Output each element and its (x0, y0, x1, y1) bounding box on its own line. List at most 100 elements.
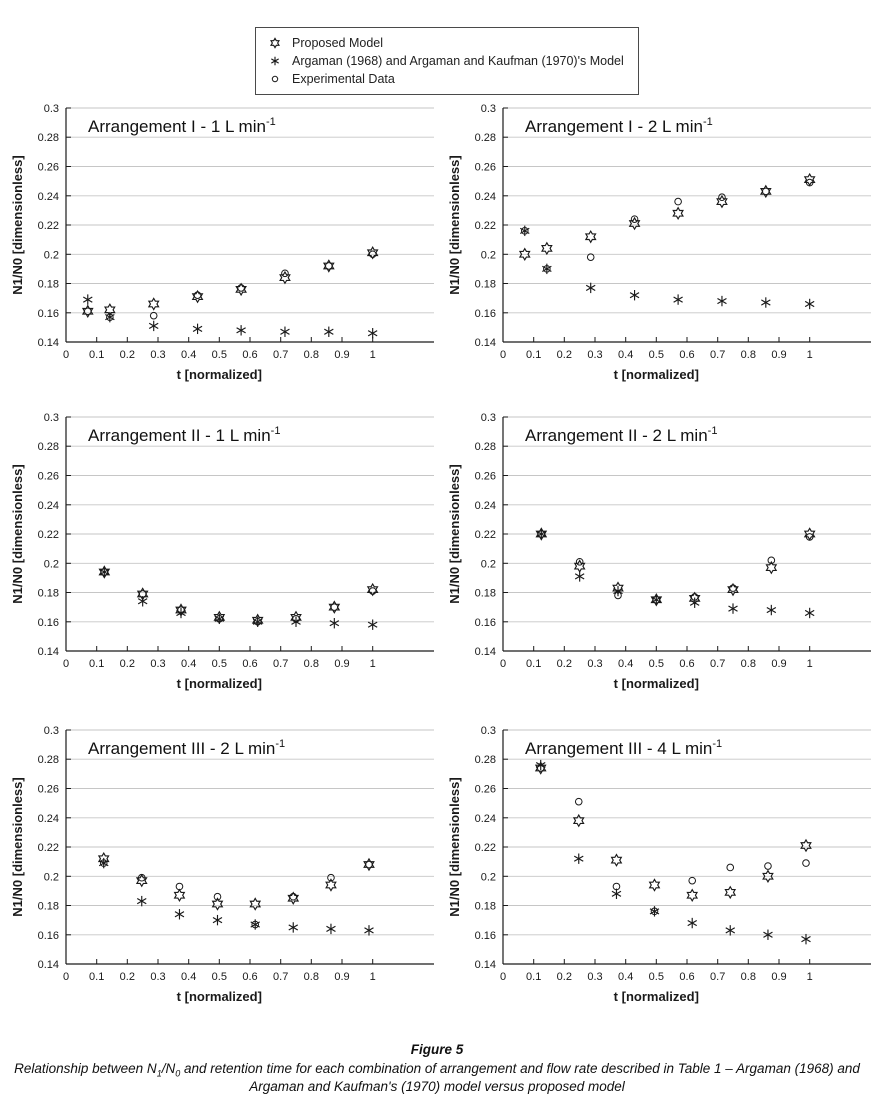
hexagram-marker (765, 560, 778, 575)
hexagram-marker (727, 582, 739, 597)
x-tick-label: 0.2 (120, 349, 135, 361)
asterisk-marker (573, 853, 584, 864)
axes (502, 107, 871, 343)
circle-icon (271, 75, 279, 83)
asterisk-marker (367, 328, 378, 339)
y-tick-label: 0.26 (38, 471, 59, 483)
asterisk-marker (801, 933, 811, 945)
x-tick-label: 0.7 (273, 349, 288, 361)
y-tick-label: 0.14 (38, 646, 59, 658)
legend-item-experimental-data: Experimental Data (266, 71, 624, 87)
x-tick-label: 0.8 (741, 349, 756, 361)
circle-marker (537, 530, 546, 538)
y-tick-label: 0.16 (38, 617, 59, 629)
tick-labels: 0 0.1 0.2 0.3 0.4 0.5 0.6 0.7 0.8 0.9 1 0.14 0.16 0.1… (475, 103, 813, 361)
asterisk-marker (136, 895, 147, 907)
y-tick-label: 0.18 (38, 279, 59, 291)
gridlines (66, 729, 434, 936)
circle-marker (100, 568, 109, 576)
y-tick-label: 0.22 (38, 529, 59, 541)
gridlines (503, 107, 871, 314)
x-tick-label: 0.3 (150, 349, 165, 361)
hexagram-marker (650, 593, 663, 607)
series-hexagram (97, 851, 375, 911)
asterisk-marker (82, 294, 93, 305)
x-tick-label: 0.9 (334, 658, 349, 670)
legend-item-proposed-model: Proposed Model (266, 35, 624, 51)
subplot-arrangement-iii-2lmin: 0 0.1 0.2 0.3 0.4 0.5 0.6 0.7 0.8 0.9 1 0.14 0.16 0.1… (0, 717, 437, 1017)
x-tick-label: 0.2 (557, 971, 572, 983)
y-tick-label: 0.28 (475, 132, 496, 144)
x-tick-label: 0.1 (89, 971, 104, 983)
x-tick-label: 0 (63, 658, 69, 670)
circle-marker (137, 873, 146, 882)
x-tick-label: 0.9 (334, 349, 349, 361)
series-asterisk (98, 857, 374, 936)
x-axis-label: t [normalized] (177, 676, 262, 691)
y-tick-label: 0.3 (481, 103, 496, 115)
gridlines (503, 416, 871, 623)
x-axis-label: t [normalized] (614, 676, 699, 691)
y-tick-label: 0.18 (475, 588, 496, 600)
tick-labels: 0 0.1 0.2 0.3 0.4 0.5 0.6 0.7 0.8 0.9 1 0.14 0.16 0.1… (475, 725, 813, 983)
y-tick-label: 0.14 (38, 959, 59, 971)
circle-marker (271, 75, 279, 83)
y-tick-label: 0.14 (475, 646, 496, 658)
circle-marker (650, 907, 659, 916)
hexagram-marker (518, 247, 531, 262)
y-tick-label: 0.28 (475, 754, 496, 766)
y-tick-label: 0.3 (44, 412, 59, 424)
series-asterisk (535, 759, 811, 945)
circle-marker (237, 284, 245, 292)
series-asterisk (536, 528, 815, 619)
plot-row-1: 0 0.1 0.2 0.3 0.4 0.5 0.6 0.7 0.8 0.9 1 0.14 0.16 0.1… (0, 95, 874, 395)
x-tick-label: 0.1 (526, 971, 541, 983)
asterisk-marker (613, 585, 623, 597)
hexagram-marker (98, 565, 111, 579)
circle-marker (586, 253, 595, 261)
tick-labels: 0 0.1 0.2 0.3 0.4 0.5 0.6 0.7 0.8 0.9 1 0.14 0.16 0.1… (38, 725, 376, 983)
hexagram-marker (541, 241, 553, 256)
axes (65, 416, 434, 652)
x-tick-label: 0.7 (273, 971, 288, 983)
circle-marker (718, 193, 726, 202)
series-hexagram (535, 527, 816, 607)
series-hexagram (534, 761, 812, 903)
axes (502, 729, 871, 965)
y-tick-label: 0.2 (481, 249, 496, 261)
circle-marker (612, 882, 621, 891)
series-hexagram (81, 246, 379, 319)
hexagram-marker (572, 813, 585, 828)
hexagram-marker (322, 259, 335, 273)
hexagram-marker (366, 582, 379, 597)
circle-marker (575, 557, 584, 566)
asterisk-marker (717, 295, 727, 307)
x-tick-label: 0.1 (89, 658, 104, 670)
x-tick-label: 0.5 (649, 971, 664, 983)
y-tick-label: 0.22 (475, 842, 496, 854)
axes (65, 107, 434, 343)
hexagram-marker (759, 184, 772, 199)
asterisk-marker (804, 298, 815, 310)
circle-marker (138, 590, 147, 598)
x-tick-label: 0.6 (679, 349, 694, 361)
hexagram-icon (270, 37, 280, 49)
y-tick-label: 0.28 (38, 754, 59, 766)
x-tick-label: 0.2 (120, 658, 135, 670)
chart-svg: 0 0.1 0.2 0.3 0.4 0.5 0.6 0.7 0.8 0.9 1 0.14 0.16 0.1… (10, 725, 434, 1004)
caption-subscript: 1 (156, 1068, 162, 1079)
x-tick-label: 1 (370, 349, 376, 361)
y-tick-label: 0.28 (38, 132, 59, 144)
y-tick-label: 0.22 (475, 529, 496, 541)
x-tick-label: 0.5 (649, 658, 664, 670)
asterisk-marker (212, 914, 223, 926)
x-tick-label: 0 (500, 349, 506, 361)
plot-row-2: 0 0.1 0.2 0.3 0.4 0.5 0.6 0.7 0.8 0.9 1 0.14 0.16 0.1… (0, 404, 874, 704)
y-tick-label: 0.16 (38, 308, 59, 320)
asterisk-marker (585, 282, 596, 294)
hexagram-marker (328, 600, 341, 614)
chart-svg: 0 0.1 0.2 0.3 0.4 0.5 0.6 0.7 0.8 0.9 1 0.14 0.16 0.1… (447, 412, 871, 691)
circle-marker (805, 178, 814, 187)
x-tick-label: 0.5 (212, 971, 227, 983)
legend-item-label: Argaman (1968) and Argaman and Kaufman (… (292, 54, 624, 68)
